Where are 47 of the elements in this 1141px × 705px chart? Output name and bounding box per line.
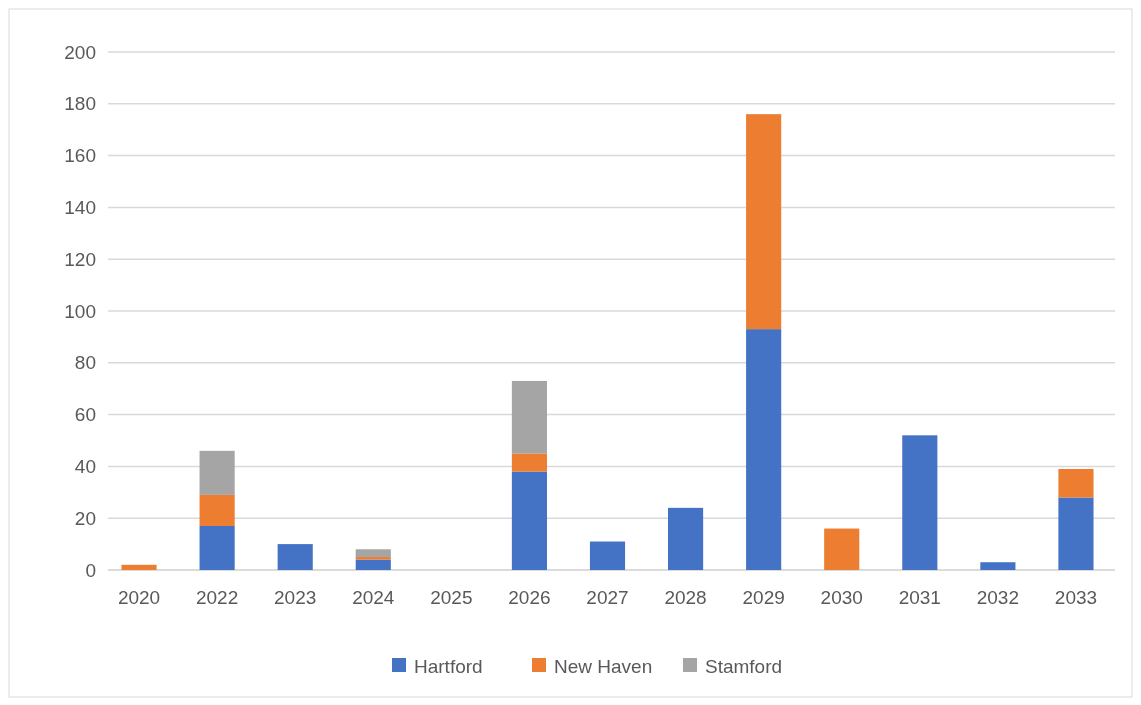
bar (199, 450, 235, 495)
bar (277, 544, 313, 570)
x-tick-label: 2024 (352, 587, 395, 608)
x-tick-label: 2020 (117, 587, 161, 608)
bar (511, 380, 547, 454)
y-tick-label: 80 (74, 352, 96, 374)
bar (746, 114, 782, 330)
legend-label: Stamford (705, 655, 783, 677)
y-tick-label: 40 (74, 456, 96, 478)
y-tick-label: 100 (64, 300, 96, 322)
x-tick-label: 2030 (820, 587, 863, 608)
y-tick-label: 160 (64, 145, 96, 167)
bar (511, 471, 547, 570)
y-tick-label: 60 (74, 404, 96, 426)
y-tick-label: 180 (64, 93, 96, 115)
bar (355, 559, 391, 570)
bar (746, 329, 782, 570)
x-tick-label: 2029 (742, 587, 785, 608)
x-tick-label: 2022 (195, 587, 239, 608)
bar (199, 494, 235, 526)
y-tick-label: 200 (64, 41, 96, 63)
x-tick-label: 2031 (898, 587, 941, 608)
bar (511, 453, 547, 472)
x-tick-label: 2033 (1054, 587, 1098, 608)
y-tick-label: 120 (64, 248, 96, 270)
bar (199, 525, 235, 570)
bar (1058, 497, 1094, 570)
bar (589, 541, 626, 570)
x-tick-label: 2028 (664, 587, 707, 608)
bar (824, 528, 860, 570)
bar (668, 507, 704, 570)
bar (121, 564, 157, 570)
bar (355, 549, 391, 558)
legend-label: New Haven (554, 655, 653, 677)
bar (902, 435, 938, 570)
x-tick-label: 2023 (274, 587, 317, 608)
bar (1058, 468, 1094, 498)
y-tick-label: 140 (64, 197, 96, 219)
x-tick-label: 2027 (586, 587, 629, 608)
x-tick-label: 2025 (430, 587, 473, 608)
legend-label: Hartford (414, 655, 483, 677)
bar (355, 557, 391, 560)
y-tick-label: 0 (85, 559, 96, 581)
x-tick-label: 2026 (508, 587, 551, 608)
x-tick-label: 2032 (976, 587, 1020, 608)
y-tick-label: 20 (74, 507, 96, 529)
bar (980, 562, 1016, 570)
